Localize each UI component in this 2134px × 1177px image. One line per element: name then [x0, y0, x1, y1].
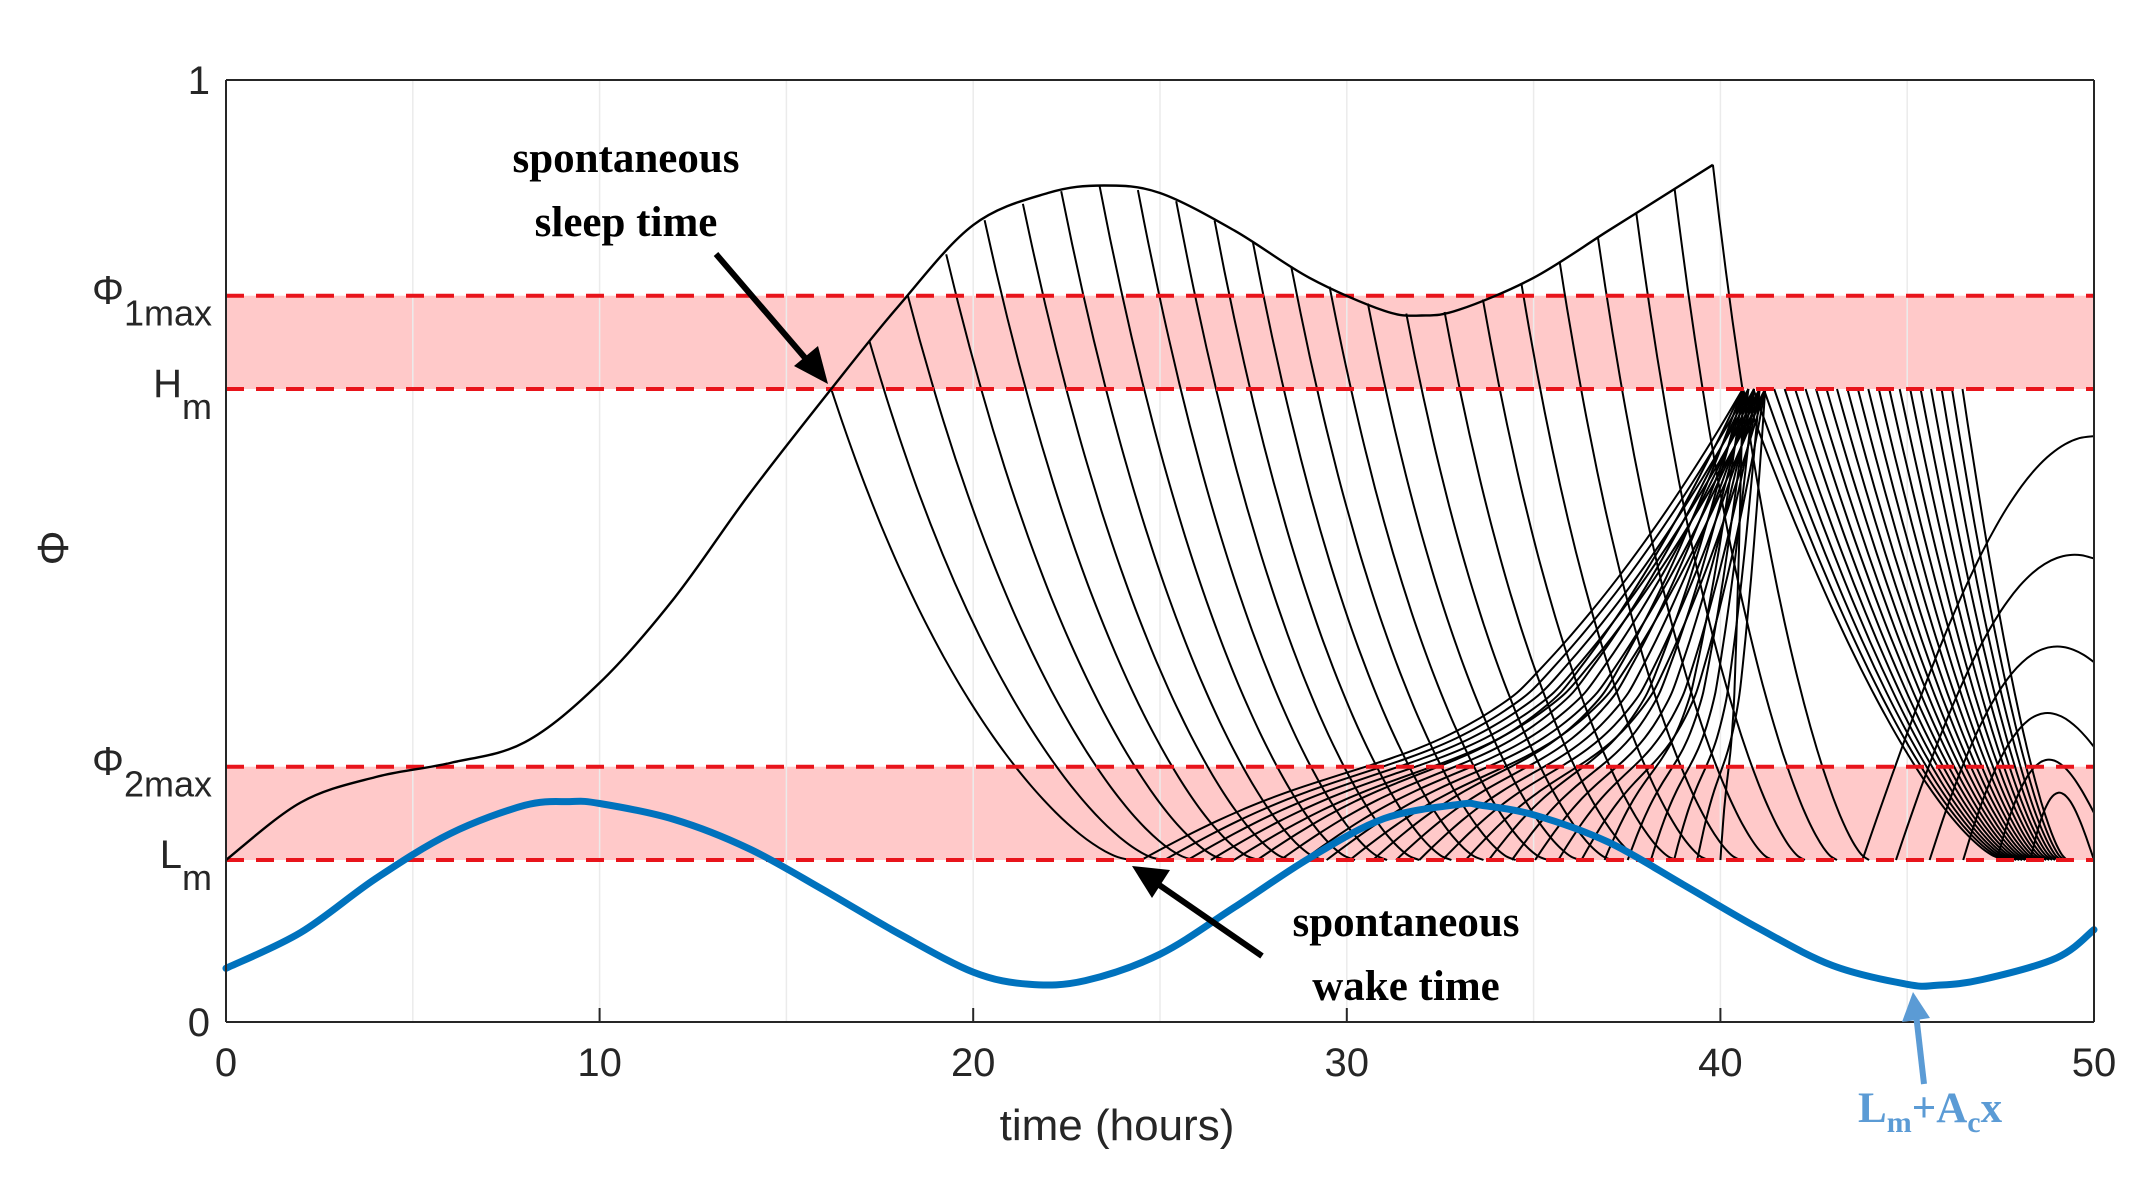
decay-trajectory — [1481, 299, 1677, 861]
rise-trajectory — [1557, 388, 1761, 861]
rise-trajectory — [1511, 388, 1750, 861]
decay-trajectory-2 — [1815, 388, 2026, 861]
rise-trajectory — [1534, 388, 1755, 861]
decay-trajectory — [1136, 189, 1388, 861]
late-trajectory — [2029, 791, 2095, 861]
rise-trajectory — [1673, 388, 1761, 861]
y-tick-label: 1 — [188, 59, 210, 103]
decay-trajectory — [1366, 303, 1581, 861]
rise-trajectory — [1302, 388, 1755, 861]
decay-trajectory-2 — [1804, 388, 2023, 861]
x-tick-label: 0 — [215, 1041, 237, 1085]
data-series — [222, 163, 2098, 990]
x-axis-label: time (hours) — [1000, 1101, 1235, 1150]
y-tick-label: 0 — [188, 1001, 210, 1045]
decay-trajectory — [1251, 242, 1484, 861]
decay-trajectory-2 — [1762, 388, 2011, 861]
decay-trajectory — [1021, 203, 1292, 861]
rise-trajectory — [1164, 388, 1750, 861]
threshold-labels: Φ1max Hm Φ2max Lm — [92, 269, 212, 898]
threshold-label: Lm — [160, 833, 212, 898]
decay-trajectory — [830, 388, 1131, 861]
trajectory-family — [830, 164, 2095, 861]
lm-acx-line — [222, 797, 2098, 990]
decay-trajectory — [1711, 164, 1870, 861]
rise-trajectory — [1603, 388, 1744, 861]
late-trajectory — [1861, 435, 2095, 861]
rise-trajectory — [1626, 388, 1750, 861]
x-tick-label: 10 — [577, 1041, 622, 1085]
rise-trajectory — [1279, 388, 1750, 861]
decay-trajectory-2 — [1825, 388, 2029, 861]
decay-trajectory — [1328, 286, 1549, 861]
rise-trajectory — [1187, 388, 1755, 861]
decay-trajectory — [1213, 220, 1452, 861]
y-axis-label: Φ — [29, 530, 78, 565]
rise-trajectory — [1649, 388, 1755, 861]
rise-trajectory — [1487, 388, 1744, 861]
decay-trajectory-2 — [1794, 388, 2020, 861]
threshold-label: Hm — [153, 362, 212, 427]
decay-trajectory — [1060, 190, 1324, 861]
decay-trajectory-2 — [1867, 388, 2041, 861]
tick-labels: 0 10 20 30 40 50 0 1 — [188, 59, 2117, 1085]
sleep-annotation-line1: spontaneous — [512, 135, 739, 182]
decay-trajectory-2 — [1856, 388, 2038, 861]
blue-arrow-icon — [1902, 992, 1930, 1085]
sleep-arrow-icon — [713, 252, 828, 384]
wake-arrow-icon — [1132, 866, 1264, 959]
rise-trajectory — [1325, 388, 1761, 861]
rise-trajectory — [1719, 388, 1744, 861]
decay-trajectory-2 — [1877, 388, 2044, 861]
sleep-annotation-line2: sleep time — [535, 199, 718, 246]
decay-trajectory-2 — [1888, 388, 2047, 861]
rise-trajectory — [1418, 388, 1755, 861]
decay-trajectory-2 — [1898, 388, 2050, 861]
wake-annotation-line2: wake time — [1312, 963, 1499, 1010]
threshold-label: Φ2max — [92, 740, 212, 805]
decay-trajectory — [868, 341, 1163, 861]
decay-trajectory-2 — [1919, 388, 2056, 861]
decay-trajectory — [1673, 188, 1838, 861]
decay-trajectory — [1558, 261, 1742, 861]
late-trajectory — [1928, 645, 2095, 861]
decay-trajectory-2 — [1741, 388, 2005, 861]
blue-series-label: Lm+Acx — [1858, 1085, 2003, 1139]
decay-trajectory-2 — [1836, 388, 2032, 861]
x-tick-label: 50 — [2072, 1041, 2117, 1085]
x-tick-label: 40 — [1698, 1041, 1743, 1085]
axes-frame — [225, 79, 2095, 1023]
decay-trajectory-2 — [1909, 388, 2053, 861]
decay-trajectory — [945, 254, 1227, 861]
late-trajectory — [1895, 553, 2095, 861]
decay-trajectory-2 — [1752, 388, 2008, 861]
decay-trajectory — [1596, 237, 1774, 861]
x-tick-label: 30 — [1325, 1041, 1370, 1085]
rise-trajectory — [1140, 388, 1744, 861]
decay-trajectory — [1290, 266, 1517, 861]
threshold-dashed-lines — [226, 293, 2094, 862]
grid-lines — [412, 80, 1908, 1022]
decay-trajectory-2 — [1940, 388, 2062, 861]
rise-trajectory — [1210, 388, 1761, 861]
late-trajectory — [1962, 711, 2095, 861]
decay-trajectory — [983, 219, 1259, 861]
decay-trajectory — [1443, 311, 1645, 861]
rise-trajectory — [1256, 388, 1744, 861]
wake-annotation-line1: spontaneous — [1292, 899, 1519, 946]
decay-trajectory-2 — [1846, 388, 2035, 861]
decay-trajectory-2 — [1783, 388, 2017, 861]
decay-trajectory — [906, 295, 1195, 861]
decay-trajectory-2 — [1961, 388, 2068, 861]
decay-trajectory-2 — [1951, 388, 2065, 861]
threshold-label: Φ1max — [92, 269, 212, 334]
x-tick-label: 20 — [951, 1041, 996, 1085]
rise-trajectory — [1395, 388, 1750, 861]
late-trajectory — [1995, 758, 2095, 861]
sleep-pressure-line — [225, 163, 1714, 861]
